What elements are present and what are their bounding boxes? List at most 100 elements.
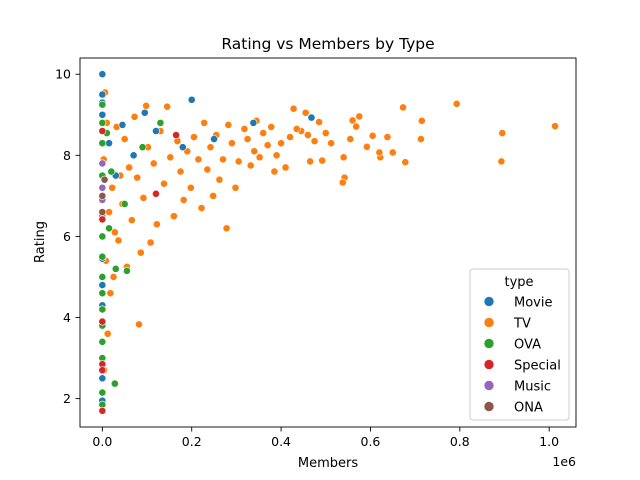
data-point-tv [417, 135, 425, 143]
data-point-tv [250, 147, 259, 156]
y-tick-label: 10 [55, 67, 71, 82]
data-point-tv [375, 148, 384, 157]
data-point-ova [98, 337, 107, 346]
data-point-special [98, 366, 107, 375]
legend-marker-movie [483, 296, 495, 307]
data-point-movie [129, 151, 138, 160]
data-point-tv [228, 139, 236, 148]
data-point-tv [222, 224, 231, 233]
data-point-ova [98, 139, 107, 148]
data-point-tv [190, 133, 198, 141]
data-point-tv [399, 103, 407, 112]
data-point-tv [292, 125, 301, 133]
data-point-tv [200, 118, 209, 127]
data-point-tv [303, 131, 312, 139]
data-point-ona [100, 175, 109, 184]
data-point-movie [307, 113, 316, 122]
data-point-ova [123, 266, 131, 275]
y-axis: 2 4 6 8 10 [55, 67, 80, 406]
data-point-tv [301, 108, 310, 117]
legend-marker-tv [483, 317, 495, 328]
legend-marker-special [483, 359, 495, 370]
data-point-tv [163, 102, 172, 111]
y-tick-label: 8 [63, 148, 71, 163]
data-point-tv [289, 104, 298, 113]
data-point-ova [98, 232, 107, 241]
data-point-tv [246, 161, 255, 170]
data-point-tv [277, 139, 285, 148]
x-tick-label: 0.8 [450, 434, 470, 449]
data-point-music [98, 159, 107, 168]
data-point-tv [176, 167, 185, 176]
data-point-special [172, 131, 180, 139]
data-point-ova [105, 224, 113, 233]
data-point-tv [286, 133, 294, 141]
x-tick-label: 0.4 [271, 434, 291, 449]
data-point-tv [224, 121, 233, 129]
data-point-tv [197, 204, 206, 212]
data-point-tv [146, 238, 155, 247]
data-point-tv [136, 248, 145, 257]
data-point-tv [259, 129, 268, 137]
x-tick-label: 0.0 [92, 434, 112, 449]
data-point-tv [327, 139, 336, 148]
data-point-tv [194, 155, 203, 164]
data-point-ova [110, 379, 119, 388]
data-point-ova [98, 118, 107, 127]
data-point-movie [152, 127, 160, 135]
data-point-tv [215, 175, 224, 184]
data-point-tv [105, 208, 113, 216]
data-point-tv [110, 228, 119, 237]
x-axis: 0.0 0.2 0.4 0.6 0.8 1.0 [92, 427, 559, 449]
data-point-ova [98, 305, 107, 314]
data-point-tv [263, 141, 272, 150]
data-point-tv [498, 129, 507, 137]
data-point-tv [142, 101, 151, 110]
data-point-tv [243, 135, 252, 143]
data-point-tv [497, 157, 506, 166]
data-point-ona [98, 191, 107, 200]
y-tick-label: 2 [63, 391, 71, 406]
data-point-tv [368, 131, 377, 140]
data-point-tv [219, 155, 227, 164]
x-axis-scale-note: 1e6 [552, 454, 576, 469]
data-point-tv [203, 165, 212, 174]
data-point-tv [139, 193, 148, 202]
data-point-ova [98, 273, 107, 281]
data-point-tv [315, 118, 323, 126]
data-point-special [98, 406, 107, 415]
data-point-tv [149, 159, 158, 168]
data-point-special [98, 215, 107, 224]
chart-title: Rating vs Members by Type [221, 35, 434, 53]
data-point-tv [281, 163, 290, 172]
data-point-tv [272, 151, 281, 160]
data-point-movie [98, 70, 107, 79]
data-point-movie [210, 135, 218, 143]
data-point-tv [186, 183, 195, 192]
data-point-tv [125, 163, 134, 172]
plot-frame [79, 57, 577, 428]
data-point-movie [105, 139, 113, 148]
data-point-ova [98, 252, 107, 261]
data-point-tv [103, 329, 112, 338]
data-point-movie [187, 95, 196, 104]
data-point-tv [270, 167, 279, 176]
data-point-movie [140, 108, 149, 117]
data-point-tv [160, 179, 168, 188]
data-point-tv [417, 116, 426, 125]
data-point-ova [120, 200, 129, 208]
legend-marker-ona [483, 401, 495, 412]
data-point-ova [111, 264, 120, 273]
legend-label-special: Special [514, 359, 561, 374]
data-point-tv [318, 156, 327, 165]
data-point-tv [234, 157, 243, 166]
data-point-movie [98, 110, 107, 119]
data-point-tv [388, 148, 397, 157]
data-point-tv [310, 137, 319, 146]
x-tick-label: 1.0 [539, 434, 559, 449]
data-point-movie [249, 118, 258, 127]
data-point-tv [114, 236, 123, 245]
data-point-tv [209, 191, 218, 200]
data-point-tv [106, 289, 115, 298]
